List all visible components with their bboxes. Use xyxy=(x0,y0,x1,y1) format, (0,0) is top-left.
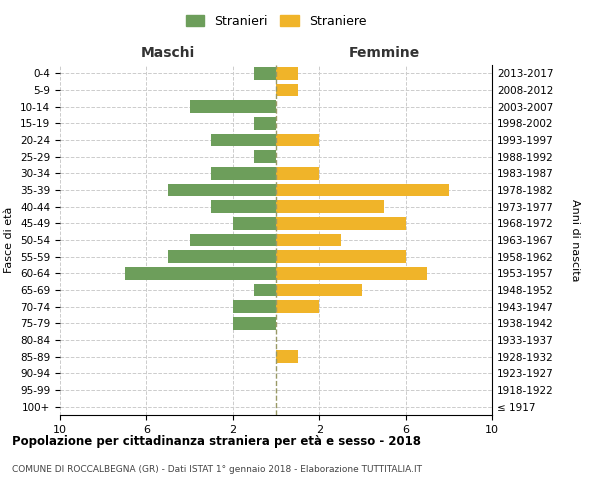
Text: Femmine: Femmine xyxy=(349,46,419,60)
Bar xyxy=(254,284,276,296)
Bar xyxy=(168,184,276,196)
Bar xyxy=(168,250,276,263)
Bar xyxy=(254,117,276,130)
Bar xyxy=(276,184,449,196)
Bar xyxy=(276,200,384,213)
Bar xyxy=(276,234,341,246)
Bar xyxy=(211,167,276,179)
Bar xyxy=(233,217,276,230)
Bar xyxy=(211,200,276,213)
Bar xyxy=(254,67,276,80)
Bar xyxy=(211,134,276,146)
Bar xyxy=(276,67,298,80)
Bar xyxy=(233,300,276,313)
Bar xyxy=(190,234,276,246)
Bar xyxy=(190,100,276,113)
Bar xyxy=(276,250,406,263)
Text: COMUNE DI ROCCALBEGNA (GR) - Dati ISTAT 1° gennaio 2018 - Elaborazione TUTTITALI: COMUNE DI ROCCALBEGNA (GR) - Dati ISTAT … xyxy=(12,465,422,474)
Text: Maschi: Maschi xyxy=(141,46,195,60)
Bar xyxy=(276,350,298,363)
Bar xyxy=(276,84,298,96)
Text: Popolazione per cittadinanza straniera per età e sesso - 2018: Popolazione per cittadinanza straniera p… xyxy=(12,435,421,448)
Y-axis label: Anni di nascita: Anni di nascita xyxy=(570,198,580,281)
Bar xyxy=(276,300,319,313)
Y-axis label: Fasce di età: Fasce di età xyxy=(4,207,14,273)
Bar xyxy=(276,134,319,146)
Bar xyxy=(276,217,406,230)
Legend: Stranieri, Straniere: Stranieri, Straniere xyxy=(182,11,370,32)
Bar xyxy=(233,317,276,330)
Bar xyxy=(276,267,427,280)
Bar xyxy=(254,150,276,163)
Bar xyxy=(276,167,319,179)
Bar xyxy=(125,267,276,280)
Bar xyxy=(276,284,362,296)
